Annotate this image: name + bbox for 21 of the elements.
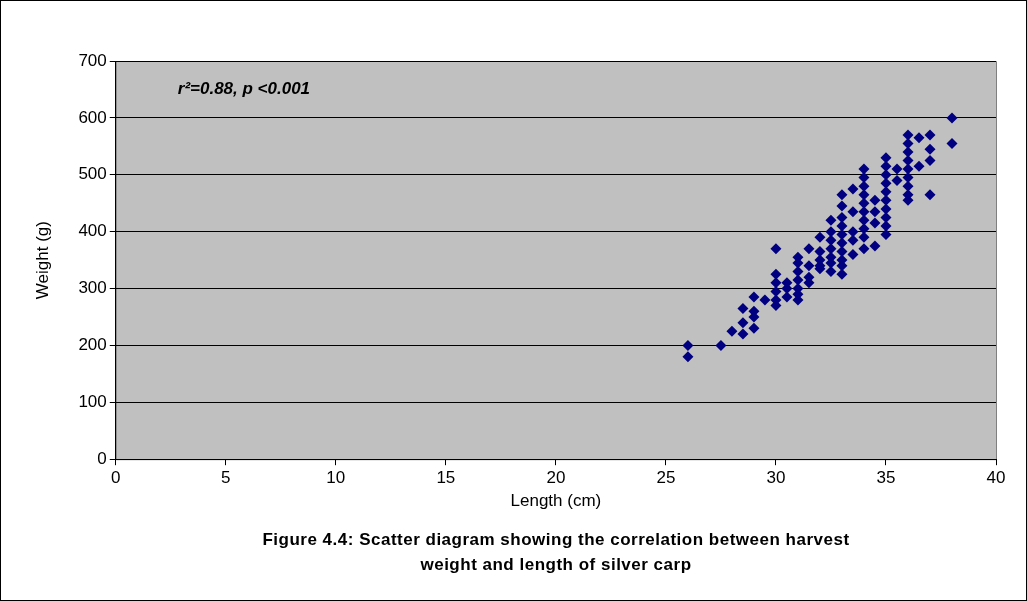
x-tick-label: 30 [766, 468, 786, 488]
x-tick-label: 15 [436, 468, 456, 488]
x-tick-label: 40 [986, 468, 1006, 488]
y-tick-label: 0 [97, 448, 107, 468]
x-tick-label: 25 [656, 468, 676, 488]
x-tick-label: 5 [221, 468, 231, 488]
x-tick-label: 20 [546, 468, 566, 488]
x-tick-label: 10 [326, 468, 346, 488]
annotation: r²=0.88, p <0.001 [177, 78, 311, 98]
y-tick-label: 400 [78, 221, 107, 241]
x-tick-label: 0 [111, 468, 121, 488]
text: Figure 4.4: Scatter diagram showing the correlation between harvest weight and length of silver carp [261, 529, 851, 576]
y-tick-label: 600 [78, 107, 107, 127]
x-tick-label: 35 [876, 468, 896, 488]
y-tick-label: 500 [78, 164, 107, 184]
y-tick-label: 300 [78, 278, 107, 298]
y-axis-title: Weight (g) [32, 221, 52, 300]
y-tick-label: 700 [78, 50, 107, 70]
y-tick-label: 200 [78, 335, 107, 355]
x-axis-title: Length (cm) [510, 491, 602, 511]
y-tick-label: 100 [78, 392, 107, 411]
